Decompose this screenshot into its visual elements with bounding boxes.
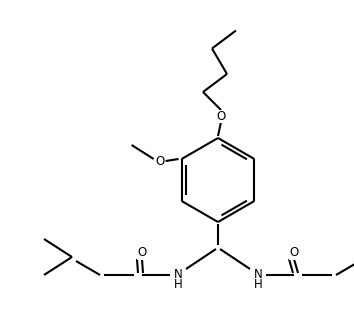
Text: H: H <box>173 279 182 291</box>
Text: H: H <box>253 279 262 291</box>
Text: O: O <box>216 109 225 122</box>
Text: N: N <box>253 269 262 281</box>
Text: O: O <box>155 155 164 167</box>
Text: O: O <box>137 247 147 260</box>
Text: O: O <box>289 247 299 260</box>
Text: N: N <box>173 269 182 281</box>
